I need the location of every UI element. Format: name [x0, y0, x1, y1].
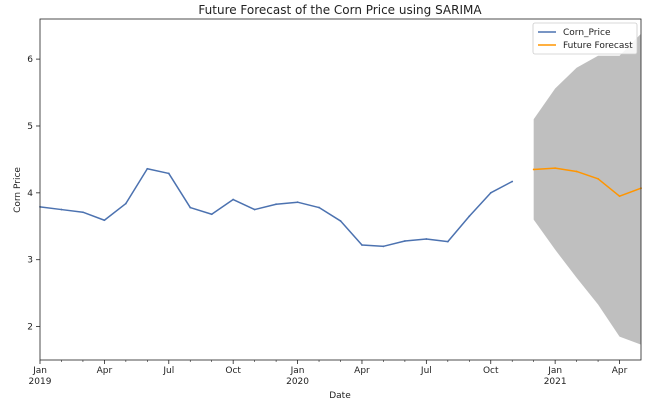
y-tick-label: 6 [27, 55, 33, 65]
x-tick-label: Oct [483, 366, 499, 376]
data-point-corn-price [296, 201, 299, 204]
data-point-future-forecast [532, 168, 535, 171]
data-point-corn-price [361, 244, 363, 246]
data-point-corn-price [210, 213, 213, 216]
x-tick-year-label: 2021 [544, 377, 567, 387]
x-tick-label: Apr [612, 366, 628, 376]
data-point-corn-price [468, 215, 471, 218]
data-point-corn-price [189, 206, 192, 209]
y-tick-label: 2 [27, 323, 33, 333]
data-point-corn-price [232, 198, 235, 201]
y-axis-label: Corn Price [13, 167, 23, 213]
x-tick-label: Jan [547, 366, 562, 376]
y-tick-label: 3 [27, 256, 33, 266]
data-point-corn-price [446, 240, 449, 243]
data-point-corn-price [60, 208, 63, 211]
data-point-future-forecast [554, 167, 557, 170]
data-point-corn-price [339, 220, 342, 222]
x-tick-label: Jan [32, 366, 47, 376]
data-point-corn-price [167, 172, 170, 175]
series-line-future-forecast [533, 167, 642, 197]
x-tick-label: Jan [290, 366, 305, 376]
x-tick-year-label: 2020 [286, 377, 309, 387]
data-point-corn-price [511, 180, 514, 183]
legend: Corn_Price Future Forecast [532, 22, 638, 55]
legend-entry-label: Corn_Price [563, 28, 611, 38]
data-point-future-forecast [575, 170, 578, 173]
data-point-corn-price [489, 191, 492, 194]
x-tick-label: Apr [354, 366, 370, 376]
y-tick-label: 5 [27, 122, 33, 132]
plot-area [39, 33, 642, 345]
data-point-future-forecast [618, 195, 621, 198]
x-tick-label: Oct [225, 366, 241, 376]
data-point-future-forecast [597, 177, 599, 180]
legend-box [532, 22, 638, 55]
data-point-corn-price [403, 240, 406, 242]
confidence-band [533, 33, 641, 345]
data-point-corn-price [382, 245, 385, 248]
data-point-corn-price [425, 238, 428, 240]
data-point-corn-price [124, 202, 127, 205]
legend-entry-label: Future Forecast [563, 41, 633, 51]
x-tick-label: Jul [420, 366, 432, 376]
data-point-corn-price [146, 167, 149, 170]
data-point-corn-price [253, 208, 256, 211]
x-tick-label: Jul [162, 366, 174, 376]
y-tick-label: 4 [27, 189, 33, 199]
data-point-corn-price [82, 211, 84, 214]
chart-title: Future Forecast of the Corn Price using … [198, 3, 482, 17]
series-line-corn-price [39, 168, 513, 248]
x-tick-year-label: 2019 [29, 377, 52, 387]
y-axis: 2 3 4 5 6 [27, 55, 40, 333]
data-point-corn-price [103, 219, 106, 222]
data-point-corn-price [275, 203, 278, 206]
data-point-corn-price [318, 206, 320, 209]
x-axis-label: Date [329, 391, 351, 401]
x-tick-label: Apr [97, 366, 113, 376]
